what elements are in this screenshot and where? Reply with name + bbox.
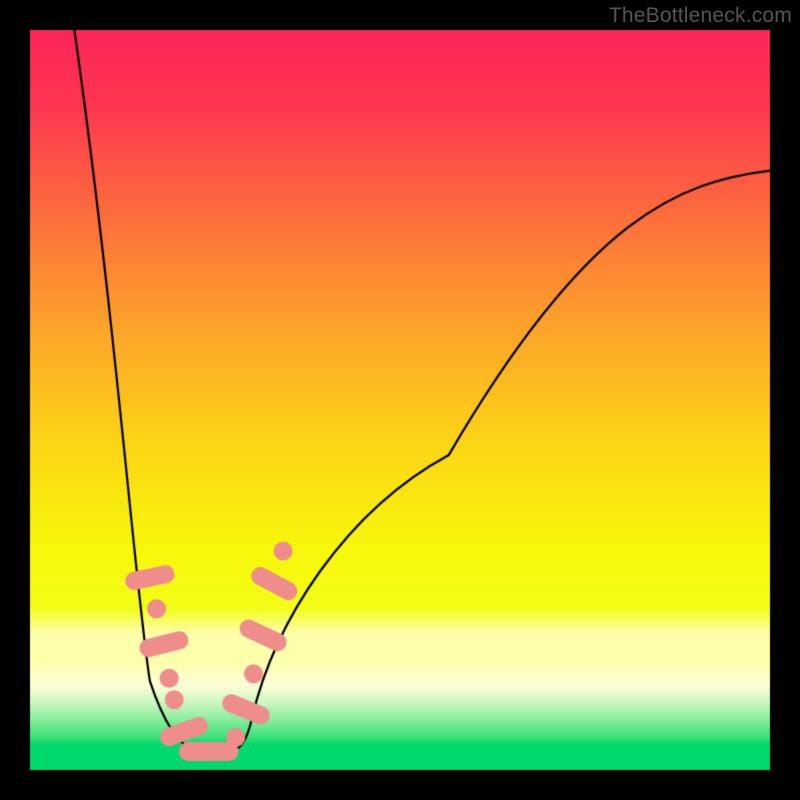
watermark-text: TheBottleneck.com	[609, 4, 792, 28]
chart-container: TheBottleneck.com	[0, 0, 800, 800]
bottleneck-curve-chart	[0, 0, 800, 800]
